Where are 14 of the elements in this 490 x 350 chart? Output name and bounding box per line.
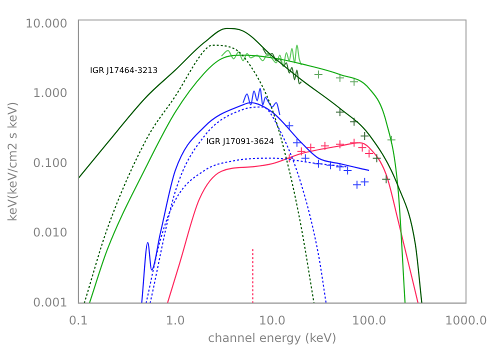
y-tick-label: 1.000 — [33, 86, 68, 100]
y-axis-title: keV(keV/cm2 s keV) — [5, 102, 20, 222]
annotation: IGR J17091-3624 — [206, 136, 274, 146]
y-tick-label: 0.001 — [33, 295, 68, 310]
x-tick-label: 1000.0 — [445, 314, 488, 328]
annotation: IGR J17464-3213 — [90, 66, 158, 76]
x-tick-label: 1.0 — [166, 314, 185, 328]
y-tick-label: 0.100 — [33, 156, 68, 170]
x-axis-title: channel energy (keV) — [208, 330, 336, 345]
x-tick-label: 0.1 — [68, 314, 88, 328]
x-tick-label: 10.0 — [258, 314, 286, 328]
y-tick-label: 0.010 — [33, 226, 68, 240]
y-tick-label: 10.000 — [25, 16, 68, 30]
x-tick-label: 100.0 — [352, 314, 386, 328]
